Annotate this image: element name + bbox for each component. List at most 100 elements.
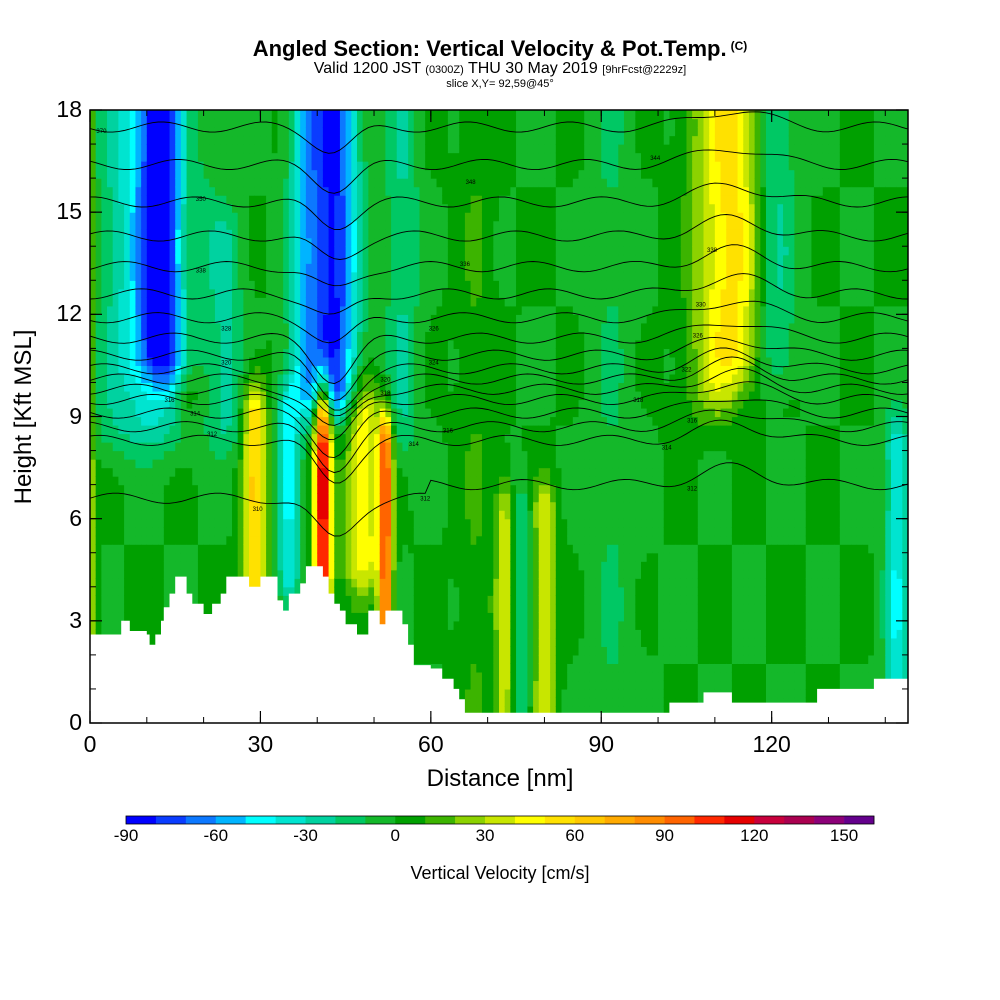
- velocity-cell: [476, 365, 483, 375]
- velocity-cell: [220, 212, 227, 222]
- velocity-cell: [300, 501, 307, 511]
- velocity-cell: [254, 442, 262, 452]
- velocity-cell: [180, 169, 188, 179]
- velocity-cell: [368, 535, 375, 545]
- velocity-cell: [294, 195, 301, 205]
- velocity-cell: [101, 288, 108, 298]
- velocity-cell: [408, 476, 415, 486]
- velocity-cell: [470, 127, 477, 137]
- velocity-cell: [459, 365, 466, 375]
- velocity-cell: [362, 561, 369, 571]
- velocity-cell: [112, 629, 119, 639]
- velocity-cell: [453, 595, 460, 605]
- velocity-cell: [459, 561, 466, 571]
- velocity-cell: [214, 390, 222, 401]
- velocity-cell: [169, 229, 176, 239]
- velocity-cell: [476, 127, 483, 137]
- velocity-cell: [226, 246, 233, 256]
- velocity-cell: [277, 399, 284, 409]
- velocity-cell: [402, 518, 409, 528]
- velocity-cell: [220, 254, 227, 264]
- velocity-cell: [402, 467, 409, 477]
- velocity-cell: [186, 297, 193, 307]
- velocity-cell: [249, 535, 256, 545]
- velocity-cell: [158, 135, 165, 145]
- velocity-cell: [237, 271, 244, 281]
- velocity-cell: [226, 459, 233, 469]
- velocity-cell: [464, 450, 472, 460]
- velocity-cell: [356, 569, 364, 579]
- velocity-cell: [413, 518, 421, 528]
- velocity-cell: [135, 110, 142, 120]
- velocity-cell: [180, 288, 188, 298]
- velocity-cell: [379, 407, 386, 418]
- velocity-cell: [192, 178, 199, 188]
- velocity-cell: [135, 246, 142, 256]
- velocity-cell: [118, 518, 125, 528]
- velocity-cell: [447, 254, 455, 264]
- velocity-cell: [249, 356, 256, 367]
- velocity-cell: [101, 382, 108, 392]
- velocity-cell: [254, 365, 262, 375]
- velocity-cell: [317, 127, 324, 137]
- velocity-cell: [214, 373, 222, 384]
- velocity-cell: [192, 433, 199, 443]
- velocity-cell: [254, 110, 262, 120]
- velocity-cell: [175, 493, 182, 503]
- velocity-cell: [351, 203, 358, 213]
- velocity-cell: [107, 348, 114, 358]
- velocity-cell: [334, 595, 341, 605]
- velocity-cell: [402, 331, 409, 341]
- velocity-cell: [430, 203, 438, 213]
- velocity-cell: [476, 493, 483, 503]
- velocity-cell: [135, 118, 142, 128]
- velocity-cell: [408, 527, 415, 537]
- velocity-cell: [141, 118, 148, 128]
- velocity-cell: [476, 603, 483, 613]
- velocity-cell: [322, 127, 330, 137]
- velocity-cell: [300, 382, 307, 392]
- velocity-cell: [385, 552, 392, 562]
- velocity-cell: [192, 186, 199, 196]
- velocity-cell: [203, 237, 210, 247]
- velocity-cell: [118, 603, 125, 613]
- velocity-cell: [237, 373, 244, 384]
- velocity-cell: [277, 450, 284, 460]
- velocity-cell: [453, 220, 460, 230]
- velocity-cell: [476, 518, 483, 528]
- velocity-cell: [470, 271, 477, 281]
- velocity-cell: [237, 518, 244, 528]
- velocity-cell: [345, 152, 352, 162]
- velocity-cell: [476, 637, 483, 647]
- velocity-cell: [226, 280, 233, 290]
- velocity-cell: [470, 484, 477, 494]
- velocity-cell: [425, 220, 432, 230]
- velocity-cell: [345, 212, 352, 222]
- velocity-cell: [192, 518, 199, 528]
- velocity-cell: [90, 425, 97, 435]
- velocity-cell: [146, 552, 154, 562]
- velocity-cell: [118, 127, 125, 137]
- velocity-cell: [220, 382, 227, 392]
- velocity-cell: [135, 476, 142, 486]
- velocity-cell: [152, 595, 159, 605]
- velocity-cell: [334, 382, 341, 392]
- velocity-cell: [124, 246, 131, 256]
- velocity-cell: [379, 493, 386, 503]
- velocity-cell: [464, 220, 472, 230]
- velocity-cell: [112, 544, 119, 554]
- velocity-cell: [339, 220, 347, 230]
- velocity-cell: [334, 297, 341, 307]
- velocity-cell: [425, 416, 432, 426]
- velocity-cell: [464, 620, 472, 630]
- velocity-cell: [402, 186, 409, 196]
- velocity-cell: [294, 510, 301, 520]
- velocity-cell: [459, 118, 466, 128]
- velocity-cell: [90, 544, 97, 554]
- velocity-cell: [118, 552, 125, 562]
- velocity-cell: [135, 271, 142, 281]
- velocity-cell: [436, 637, 443, 647]
- velocity-cell: [169, 399, 176, 409]
- velocity-cell: [118, 212, 125, 222]
- velocity-cell: [385, 144, 392, 154]
